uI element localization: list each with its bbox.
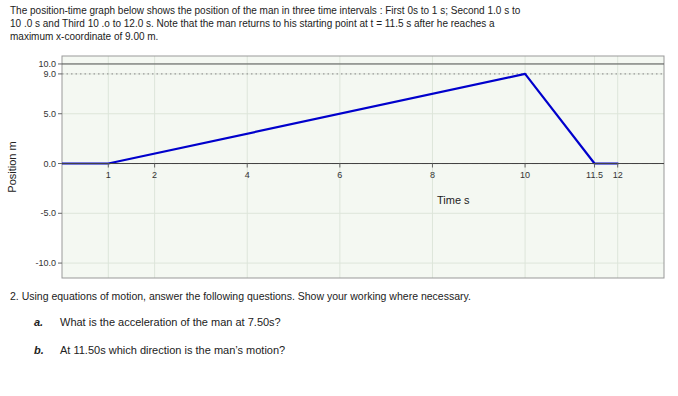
grid-line — [432, 56, 433, 278]
question-text: What is the acceleration of the man at 7… — [60, 316, 281, 328]
reference-line — [62, 73, 664, 74]
x-tick — [154, 164, 155, 168]
y-tick — [58, 263, 62, 264]
x-tick — [617, 164, 618, 168]
y-tick-label: -5.0 — [40, 208, 56, 218]
x-tick-label: 8 — [430, 170, 435, 180]
question-label: a. — [34, 316, 43, 328]
grid-line — [62, 163, 664, 164]
grid-line — [62, 213, 664, 214]
grid-line — [247, 56, 248, 278]
plot-data — [62, 64, 664, 164]
x-tick — [525, 164, 526, 168]
y-tick-label: -10.0 — [35, 258, 56, 268]
x-tick-label: 4 — [245, 170, 250, 180]
question-label: b. — [34, 344, 44, 356]
grid-line — [339, 56, 340, 278]
grid-line — [62, 73, 664, 74]
reference-line — [62, 63, 664, 64]
x-tick-label: 12 — [613, 170, 623, 180]
y-tick-label: 0.0 — [43, 159, 56, 169]
grid-line — [594, 56, 595, 278]
x-tick — [108, 164, 109, 168]
y-tick — [58, 163, 62, 164]
y-tick — [58, 63, 62, 64]
x-axis — [62, 163, 664, 164]
question-text: At 11.50s which direction is the man’s m… — [60, 344, 285, 356]
plot-background — [62, 56, 664, 278]
y-axis-label: Position m — [6, 141, 18, 192]
grid-line — [617, 56, 618, 278]
grid-line — [62, 113, 664, 114]
x-tick-label: 6 — [337, 170, 342, 180]
title: The position-time graph below shows the … — [10, 5, 521, 42]
grid-line — [154, 56, 155, 278]
grid — [62, 56, 664, 278]
x-tick — [432, 164, 433, 168]
x-tick — [247, 164, 248, 168]
plot-frame — [62, 56, 664, 278]
y-tick — [58, 113, 62, 114]
grid-line — [62, 263, 664, 264]
x-tick-label: 10 — [520, 170, 530, 180]
question: 2. Using equations of motion, answer the… — [10, 290, 471, 302]
y-tick-label: 10.0 — [38, 59, 56, 69]
x-tick — [594, 164, 595, 168]
x-tick-label: 1 — [106, 170, 111, 180]
x-tick — [339, 164, 340, 168]
y-tick — [58, 73, 62, 74]
grid-line — [525, 56, 526, 278]
grid-line — [62, 63, 664, 64]
reference-line — [62, 163, 664, 164]
x-axis-label: Time s — [437, 194, 470, 206]
x-tick-label: 2 — [152, 170, 157, 180]
grid-line — [108, 56, 109, 278]
y-tick-label: 5.0 — [43, 109, 56, 119]
series-line — [62, 74, 618, 164]
x-tick-label: 11.5 — [586, 170, 603, 180]
y-tick — [58, 213, 62, 214]
y-tick-label: 9.0 — [43, 69, 56, 79]
